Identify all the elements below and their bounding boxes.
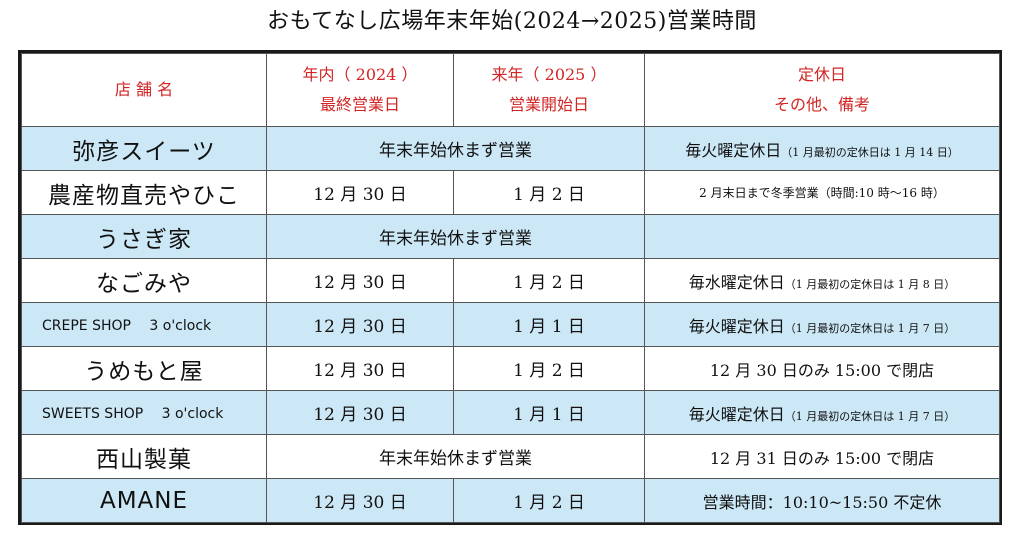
table-row: SWEETS SHOP 3 o'clock 12 月 30 日 1 月 1 日 … [21,390,1000,435]
last-business-day: 12 月 30 日 [266,302,454,347]
header-last-business-day: 年内（ 2024 ） 最終営業日 [266,53,454,127]
notes-cell [644,214,1000,259]
note-main: 毎火曜定休日 [688,316,785,336]
note-sub: （1 月最初の定休日は 1 月 14 日） [781,145,959,159]
header-notes-other: その他、備考 [773,95,870,114]
table-row: うさぎ家 年末年始休まず営業 [21,214,1000,259]
notes-cell: 毎火曜定休日（1 月最初の定休日は 1 月 14 日） [644,126,1000,171]
last-business-day: 12 月 30 日 [266,390,454,435]
store-name: 西山製菓 [21,434,267,479]
header-start-business-day: 来年（ 2025 ） 営業開始日 [453,53,645,127]
notes-cell: 2 月末日まで冬季営業（時間:10 時～16 時） [644,170,1000,215]
header-notes-holiday: 定休日 [797,65,846,84]
note-sub: （1 月最初の定休日は 1 月 7 日） [784,321,956,335]
table-row: 農産物直売やひこ 12 月 30 日 1 月 2 日 2 月末日まで冬季営業（時… [21,170,1000,215]
notes-cell: 営業時間：10:10~15:50 不定休 [644,478,1000,523]
table-row: なごみや 12 月 30 日 1 月 2 日 毎水曜定休日（1 月最初の定休日は… [21,258,1000,303]
table-row: CREPE SHOP 3 o'clock 12 月 30 日 1 月 1 日 毎… [21,302,1000,347]
table-row: 弥彦スイーツ 年末年始休まず営業 毎火曜定休日（1 月最初の定休日は 1 月 1… [21,126,1000,171]
note-main: 毎火曜定休日 [685,140,782,160]
note-sub: （1 月最初の定休日は 1 月 8 日） [784,277,956,291]
start-business-day: 1 月 1 日 [453,302,645,347]
last-business-day: 12 月 30 日 [266,170,454,215]
store-name: 弥彦スイーツ [21,126,267,171]
start-business-day: 1 月 1 日 [453,390,645,435]
store-name: うさぎ家 [21,214,267,259]
header-last-day-year: 年内（ 2024 ） [302,65,418,84]
last-business-day: 12 月 30 日 [266,478,454,523]
start-business-day: 1 月 2 日 [453,258,645,303]
header-notes: 定休日 その他、備考 [644,53,1000,127]
notes-cell: 12 月 31 日のみ 15:00 で閉店 [644,434,1000,479]
notes-cell: 毎火曜定休日（1 月最初の定休日は 1 月 7 日） [644,302,1000,347]
last-business-day: 12 月 30 日 [266,258,454,303]
header-store-name: 店 舗 名 [21,53,267,127]
header-last-day-label: 最終営業日 [319,95,400,114]
store-name: SWEETS SHOP 3 o'clock [21,390,267,435]
notes-cell: 毎水曜定休日（1 月最初の定休日は 1 月 8 日） [644,258,1000,303]
store-name: AMANE [21,478,267,523]
header-start-day-year: 来年（ 2025 ） [491,65,607,84]
start-business-day: 1 月 2 日 [453,478,645,523]
last-business-day: 12 月 30 日 [266,346,454,391]
note-main: 毎火曜定休日 [688,404,785,424]
business-hours-table: 店 舗 名 年内（ 2024 ） 最終営業日 来年（ 2025 ） 営業開始日 … [18,50,1002,525]
open-all-holidays: 年末年始休まず営業 [266,214,645,259]
store-name: うめもと屋 [21,346,267,391]
table-header-row: 店 舗 名 年内（ 2024 ） 最終営業日 来年（ 2025 ） 営業開始日 … [21,53,1000,127]
open-all-holidays: 年末年始休まず営業 [266,434,645,479]
store-name: なごみや [21,258,267,303]
header-start-day-label: 営業開始日 [508,95,589,114]
notes-cell: 12 月 30 日のみ 15:00 で閉店 [644,346,1000,391]
table-row: 西山製菓 年末年始休まず営業 12 月 31 日のみ 15:00 で閉店 [21,434,1000,479]
note-sub: （1 月最初の定休日は 1 月 7 日） [784,409,956,423]
page-title: おもてなし広場年末年始(2024→2025)営業時間 [267,9,757,34]
note-main: 毎水曜定休日 [688,272,785,292]
start-business-day: 1 月 2 日 [453,170,645,215]
notes-cell: 毎火曜定休日（1 月最初の定休日は 1 月 7 日） [644,390,1000,435]
open-all-holidays: 年末年始休まず営業 [266,126,645,171]
store-name: 農産物直売やひこ [21,170,267,215]
table-row: うめもと屋 12 月 30 日 1 月 2 日 12 月 30 日のみ 15:0… [21,346,1000,391]
start-business-day: 1 月 2 日 [453,346,645,391]
store-name: CREPE SHOP 3 o'clock [21,302,267,347]
table-row: AMANE 12 月 30 日 1 月 2 日 営業時間：10:10~15:50… [21,478,1000,523]
